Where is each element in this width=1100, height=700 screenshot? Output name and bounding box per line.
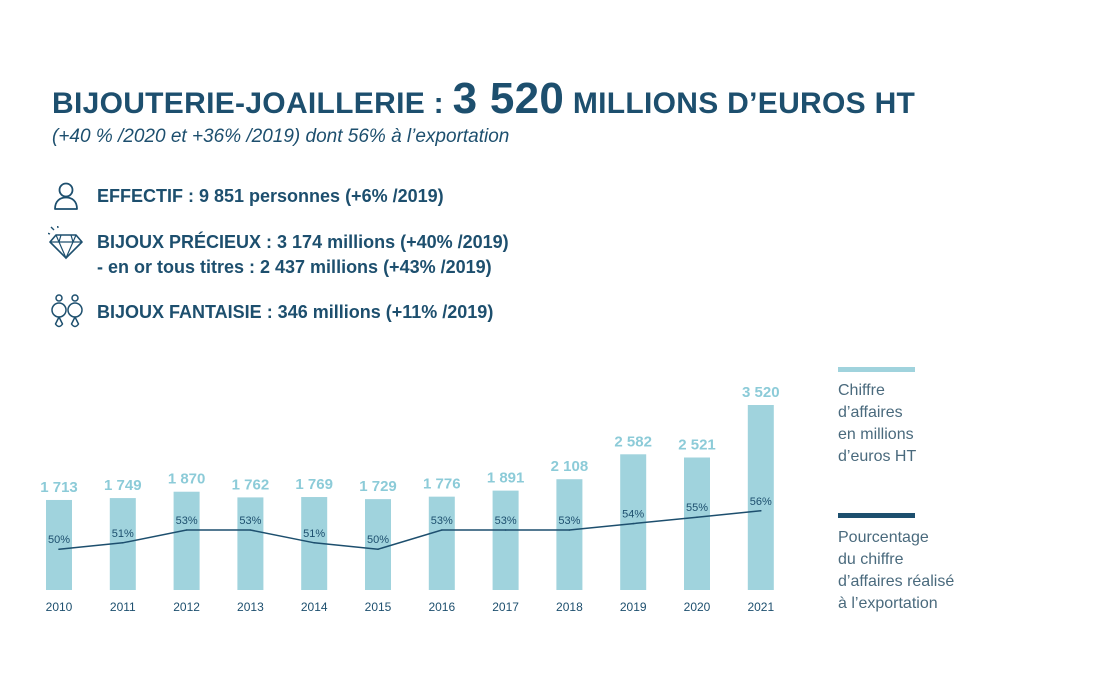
bar — [365, 499, 391, 590]
person-icon — [54, 182, 78, 210]
export-point — [504, 529, 507, 531]
bar — [556, 479, 583, 590]
x-tick-label: 2017 — [492, 600, 519, 614]
stat-effectif: EFFECTIF : 9 851 personnes (+6% /2019) — [97, 186, 444, 206]
legend-swatch-revenue — [838, 367, 915, 372]
bar-value-label: 1 776 — [423, 476, 461, 493]
x-tick-label: 2019 — [620, 600, 647, 614]
title-prefix: BIJOUTERIE-JOAILLERIE : — [52, 87, 453, 120]
export-percent-label: 51% — [303, 528, 325, 540]
bar — [237, 497, 264, 590]
x-tick-label: 2013 — [237, 600, 264, 614]
export-percent-label: 54% — [622, 509, 644, 521]
export-percent-label: 53% — [558, 515, 580, 527]
export-percent-label: 56% — [750, 496, 772, 508]
bar-value-label: 2 108 — [551, 458, 589, 475]
x-tick-label: 2018 — [556, 600, 583, 614]
x-tick-label: 2010 — [46, 600, 73, 614]
bar — [428, 496, 455, 590]
legend-revenue-line: Chiffre — [838, 382, 885, 399]
bar — [173, 491, 200, 590]
export-point — [249, 529, 252, 531]
export-percent-label: 53% — [239, 515, 261, 527]
stat-bijoux-precieux-or: - en or tous titres : 2 437 millions (+4… — [97, 257, 492, 277]
bar — [684, 457, 710, 590]
title-number: 3 520 — [452, 74, 565, 123]
export-percent-label: 53% — [176, 515, 198, 527]
legend-export-line: à l’exportation — [838, 595, 938, 612]
legend-swatch-export — [838, 513, 915, 518]
export-percent-label: 50% — [48, 534, 70, 546]
legend-export-line: Pourcentage — [838, 529, 929, 546]
export-point — [760, 510, 762, 512]
export-line — [58, 510, 761, 550]
bar-value-label: 2 582 — [614, 433, 652, 450]
bar-value-label: 1 769 — [295, 476, 333, 493]
legend-revenue-line: d’euros HT — [838, 448, 917, 465]
page-title: BIJOUTERIE-JOAILLERIE : 3 520 MILLIONS D… — [52, 74, 915, 124]
export-percent-label: 50% — [367, 534, 389, 546]
x-tick-label: 2021 — [747, 600, 774, 614]
bar-value-label: 1 729 — [359, 478, 397, 495]
bar — [492, 490, 519, 590]
export-point — [58, 548, 60, 550]
export-point — [313, 542, 316, 544]
title-suffix: MILLIONS D’EUROS HT — [564, 87, 916, 120]
x-tick-label: 2016 — [428, 600, 455, 614]
bar-value-label: 2 521 — [678, 437, 716, 454]
legend-revenue: Chiffre d’affaires en millions d’euros H… — [838, 380, 916, 468]
bar — [46, 499, 72, 590]
export-percent-label: 55% — [686, 502, 708, 514]
legend-revenue-line: en millions — [838, 426, 914, 443]
x-tick-label: 2012 — [173, 600, 200, 614]
export-point — [568, 529, 571, 531]
export-percent-label: 53% — [495, 515, 517, 527]
export-point — [696, 516, 698, 518]
bar-value-label: 1 762 — [232, 476, 270, 493]
bar-value-label: 1 749 — [104, 477, 142, 494]
subtitle: (+40 % /2020 et +36% /2019) dont 56% à l… — [52, 126, 510, 147]
x-tick-label: 2014 — [301, 600, 328, 614]
earrings-icon — [51, 294, 83, 328]
export-point — [185, 529, 188, 531]
bar-value-label: 3 520 — [742, 384, 780, 401]
x-tick-label: 2015 — [365, 600, 392, 614]
stat-bijoux-fantaisie: BIJOUX FANTAISIE : 346 millions (+11% /2… — [97, 302, 494, 322]
legend-export-line: d’affaires réalisé — [838, 573, 955, 590]
export-percent-label: 53% — [431, 515, 453, 527]
x-tick-label: 2011 — [110, 600, 136, 614]
legend-export: Pourcentage du chiffre d’affaires réalis… — [838, 527, 954, 615]
legend-revenue-line: d’affaires — [838, 404, 903, 421]
diamond-icon — [48, 226, 83, 260]
stat-bijoux-precieux: BIJOUX PRÉCIEUX : 3 174 millions (+40% /… — [97, 232, 509, 252]
export-point — [632, 522, 634, 525]
export-point — [441, 529, 443, 531]
export-point — [377, 548, 379, 550]
x-tick-label: 2020 — [684, 600, 711, 614]
bar-value-label: 1 891 — [487, 470, 525, 487]
bar-value-label: 1 870 — [168, 471, 206, 488]
revenue-chart: 1 713 2010 1 749 2011 1 870 2012 1 762 2013 1 76… — [40, 384, 780, 614]
export-point — [122, 542, 124, 544]
export-percent-label: 51% — [112, 528, 134, 540]
legend-export-line: du chiffre — [838, 551, 904, 568]
bar — [747, 405, 774, 590]
bar-value-label: 1 713 — [40, 479, 78, 496]
